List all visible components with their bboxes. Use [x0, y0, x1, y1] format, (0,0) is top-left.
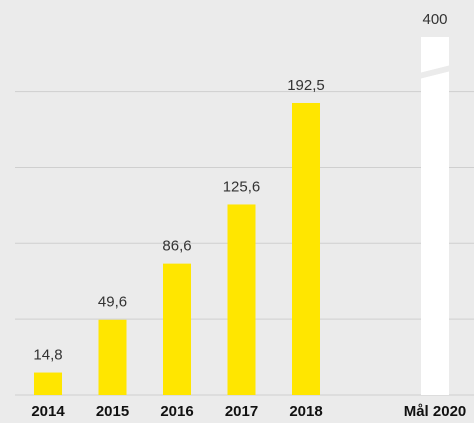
value-label: 400: [422, 11, 447, 28]
bar: [163, 263, 191, 395]
value-label: 86,6: [162, 238, 191, 255]
x-tick-label: 2018: [289, 403, 322, 420]
x-tick-label: 2017: [225, 403, 258, 420]
x-tick-label: 2015: [96, 403, 129, 420]
x-tick-label: Mål 2020: [404, 403, 467, 420]
bar: [98, 319, 127, 395]
axis-break: [419, 65, 451, 79]
bar: [227, 204, 256, 395]
bar: [421, 37, 449, 395]
value-label: 125,6: [223, 178, 261, 195]
bar: [34, 372, 62, 395]
value-label: 49,6: [98, 294, 127, 311]
x-tick-label: 2016: [160, 403, 193, 420]
value-label: 14,8: [33, 347, 62, 364]
bar: [292, 102, 320, 395]
value-label: 192,5: [287, 77, 325, 94]
x-tick-label: 2014: [31, 403, 65, 420]
